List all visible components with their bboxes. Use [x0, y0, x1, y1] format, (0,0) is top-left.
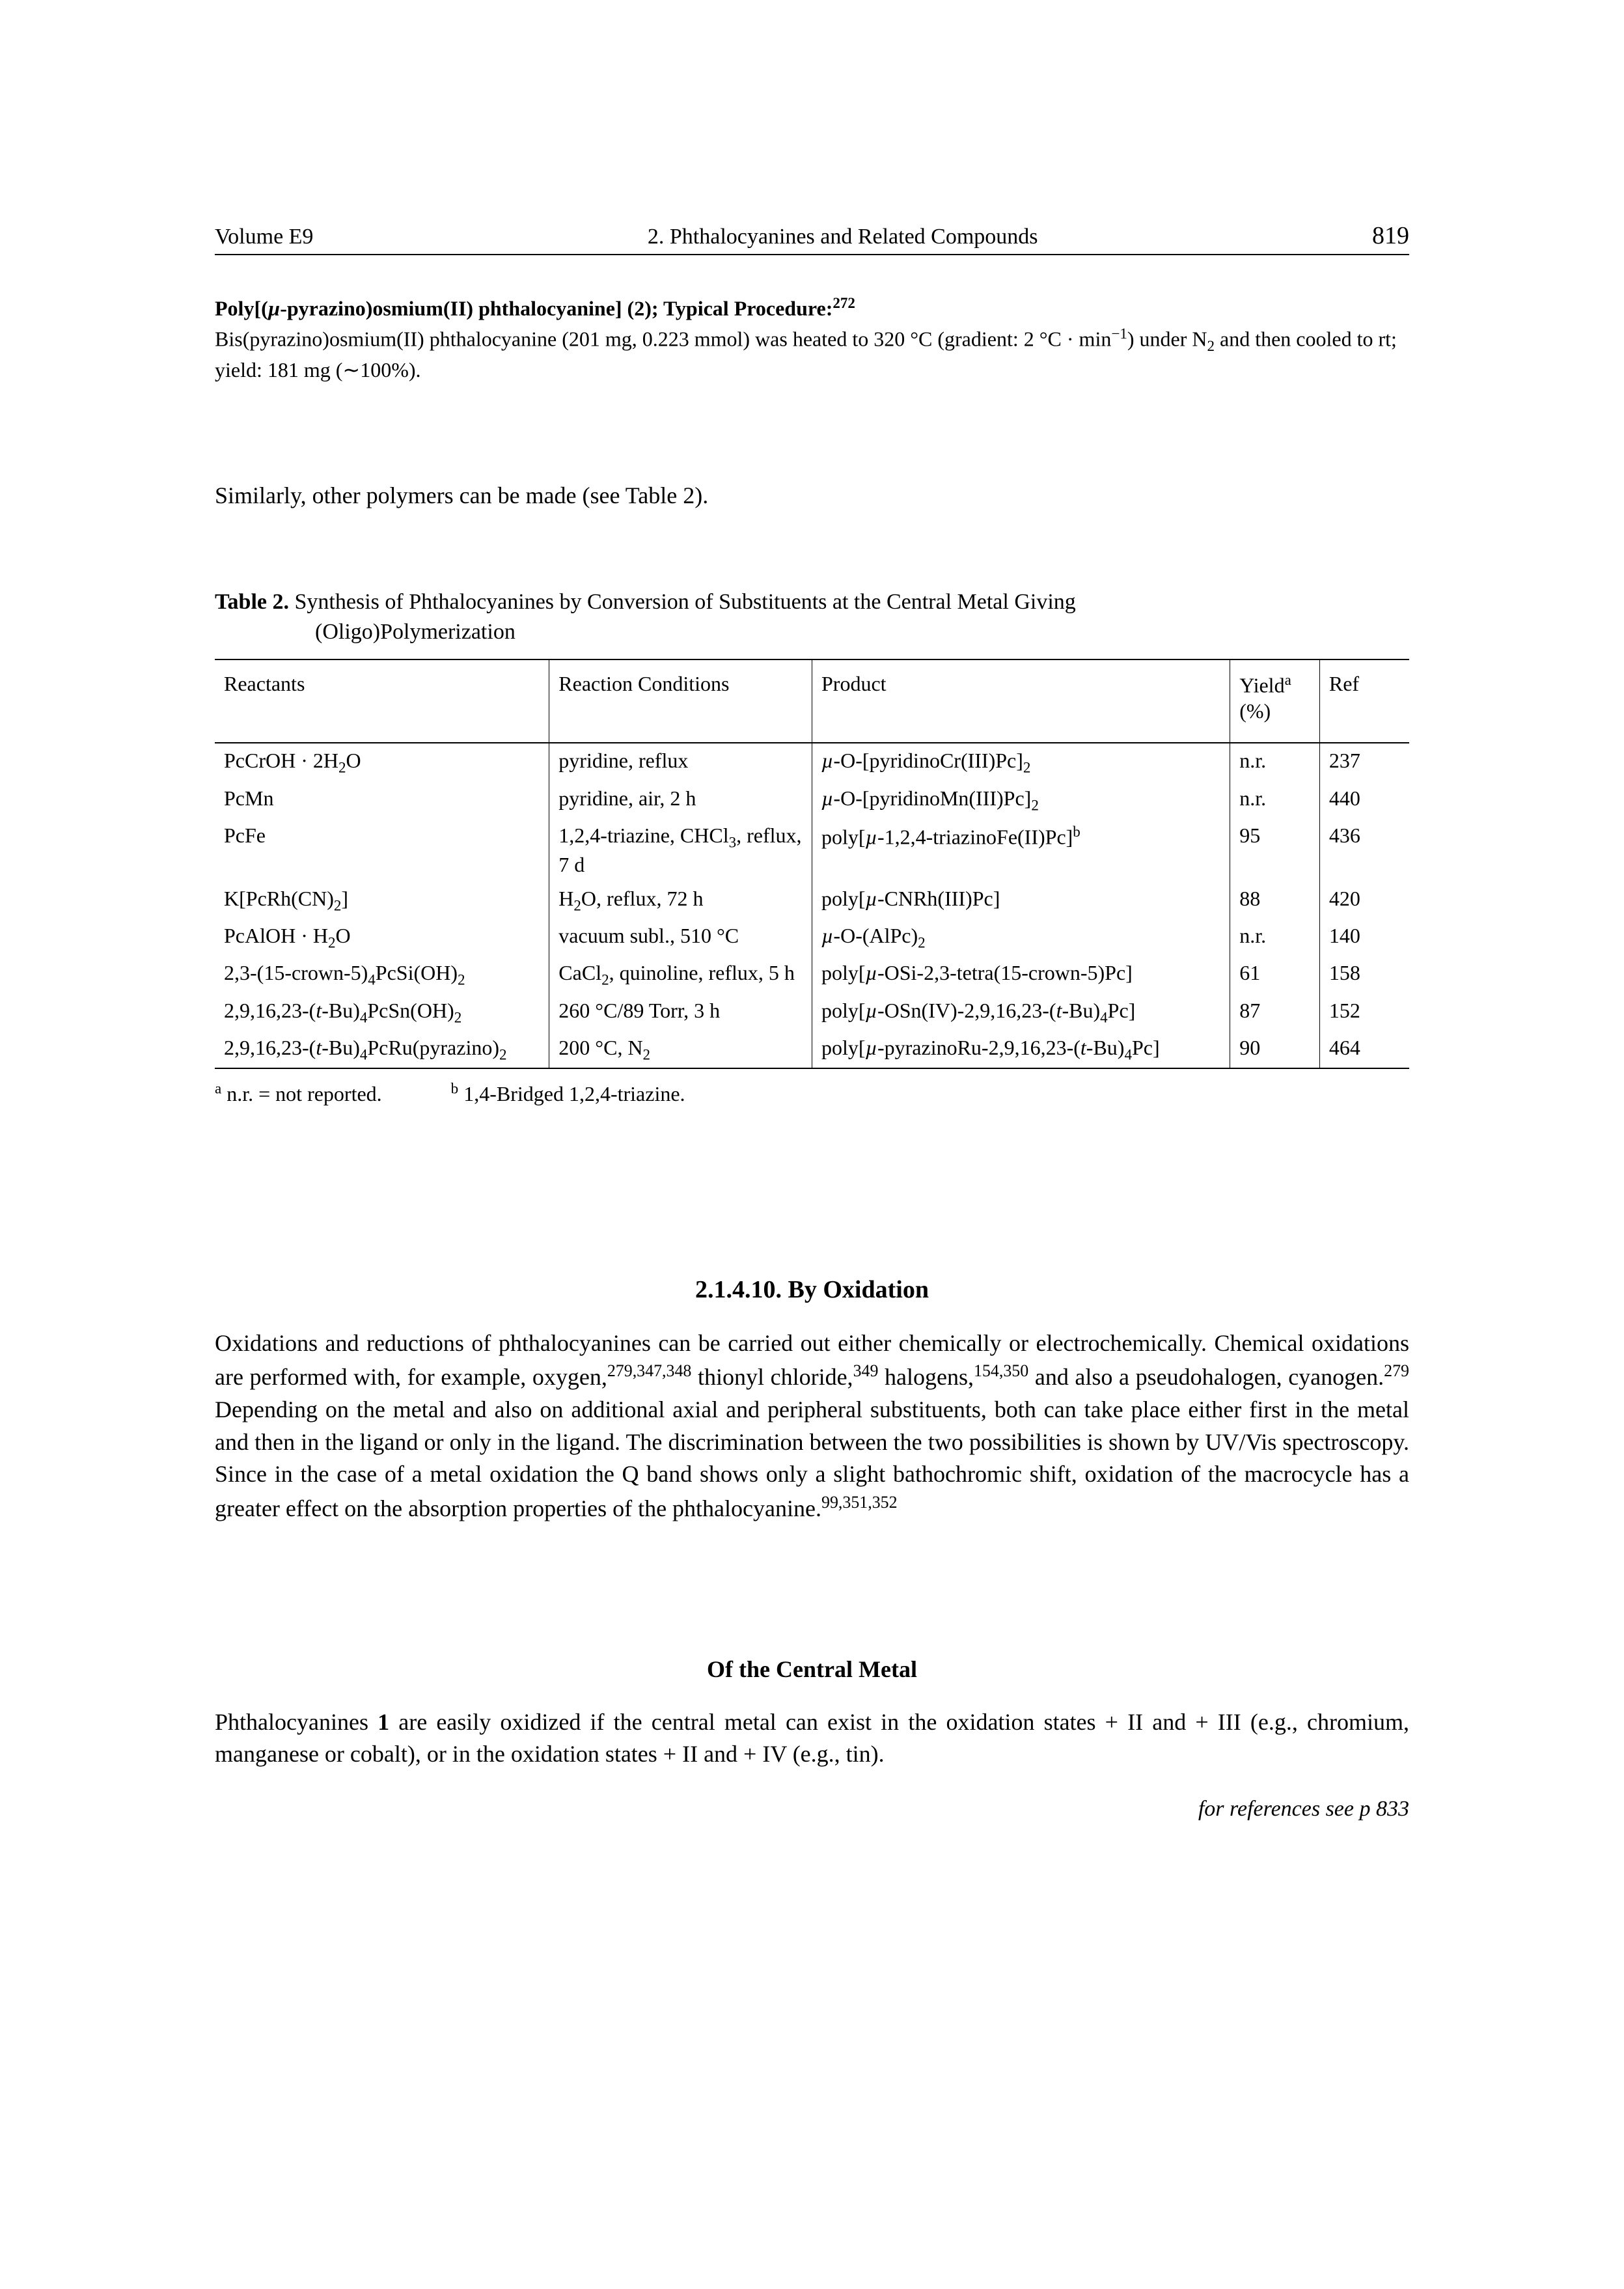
cell-reactants: 2,9,16,23-(t-Bu)4PcSn(OH)2 [215, 993, 549, 1031]
cell-conditions: 260 °C/89 Torr, 3 h [549, 993, 812, 1031]
cell-product: µ-O-[pyridinoMn(III)Pc]2 [812, 781, 1230, 818]
cell-yield: n.r. [1230, 919, 1320, 956]
cell-reactants: 2,9,16,23-(t-Bu)4PcRu(pyrazino)2 [215, 1031, 549, 1068]
cell-conditions: CaCl2, quinoline, reflux, 5 h [549, 956, 812, 993]
cell-ref: 440 [1319, 781, 1409, 818]
table-caption: Table 2. Synthesis of Phthalocyanines by… [215, 587, 1409, 647]
cell-product: µ-O-(AlPc)2 [812, 919, 1230, 956]
cell-reactants: PcMn [215, 781, 549, 818]
table-row: 2,3-(15-crown-5)4PcSi(OH)2CaCl2, quinoli… [215, 956, 1409, 993]
cell-yield: n.r. [1230, 781, 1320, 818]
footnote-a: a n.r. = not reported. [215, 1082, 382, 1105]
table-body: PcCrOH · 2H2Opyridine, refluxµ-O-[pyridi… [215, 743, 1409, 1068]
table-row: PcCrOH · 2H2Opyridine, refluxµ-O-[pyridi… [215, 743, 1409, 781]
table-row: 2,9,16,23-(t-Bu)4PcRu(pyrazino)2200 °C, … [215, 1031, 1409, 1068]
cell-reactants: K[PcRh(CN)2] [215, 881, 549, 919]
table-footnotes: a n.r. = not reported. b 1,4-Bridged 1,2… [215, 1079, 1409, 1106]
cell-conditions: 200 °C, N2 [549, 1031, 812, 1068]
section-paragraph: Oxidations and reductions of phthalocyan… [215, 1327, 1409, 1525]
cell-conditions: pyridine, reflux [549, 743, 812, 781]
table-row: PcMnpyridine, air, 2 hµ-O-[pyridinoMn(II… [215, 781, 1409, 818]
footnote-b: b 1,4-Bridged 1,2,4-triazine. [451, 1082, 685, 1105]
procedure-title: Poly[(µ-pyrazino)osmium(II) phthalocyani… [215, 294, 1409, 321]
cell-yield: n.r. [1230, 743, 1320, 781]
cell-yield: 95 [1230, 818, 1320, 881]
cell-conditions: vacuum subl., 510 °C [549, 919, 812, 956]
synthesis-table: Reactants Reaction Conditions Product Yi… [215, 659, 1409, 1069]
section-heading: 2.1.4.10. By Oxidation [215, 1275, 1409, 1304]
cell-conditions: H2O, reflux, 72 h [549, 881, 812, 919]
subsection-paragraph: Phthalocyanines 1 are easily oxidized if… [215, 1706, 1409, 1771]
header-chapter: 2. Phthalocyanines and Related Compounds [313, 225, 1372, 249]
cell-ref: 140 [1319, 919, 1409, 956]
table-header-row: Reactants Reaction Conditions Product Yi… [215, 659, 1409, 743]
table-caption-line2: (Oligo)Polymerization [215, 617, 1409, 647]
cell-product: poly[µ-pyrazinoRu-2,9,16,23-(t-Bu)4Pc] [812, 1031, 1230, 1068]
page-header: Volume E9 2. Phthalocyanines and Related… [215, 221, 1409, 255]
table-row: PcFe1,2,4-triazine, CHCl3, reflux, 7 dpo… [215, 818, 1409, 881]
cell-conditions: pyridine, air, 2 h [549, 781, 812, 818]
cell-product: poly[µ-1,2,4-triazinoFe(II)Pc]b [812, 818, 1230, 881]
cell-product: poly[µ-OSn(IV)-2,9,16,23-(t-Bu)4Pc] [812, 993, 1230, 1031]
table-row: PcAlOH · H2Ovacuum subl., 510 °Cµ-O-(AlP… [215, 919, 1409, 956]
th-yield: Yielda (%) [1230, 659, 1320, 743]
cell-product: poly[µ-CNRh(III)Pc] [812, 881, 1230, 919]
table-caption-line1: Synthesis of Phthalocyanines by Conversi… [295, 590, 1076, 614]
th-ref: Ref [1319, 659, 1409, 743]
cell-ref: 237 [1319, 743, 1409, 781]
table-label: Table 2. [215, 590, 289, 614]
cell-ref: 152 [1319, 993, 1409, 1031]
cell-reactants: 2,3-(15-crown-5)4PcSi(OH)2 [215, 956, 549, 993]
procedure-body: Bis(pyrazino)osmium(II) phthalocyanine (… [215, 324, 1409, 384]
th-product: Product [812, 659, 1230, 743]
cell-conditions: 1,2,4-triazine, CHCl3, reflux, 7 d [549, 818, 812, 881]
th-reactants: Reactants [215, 659, 549, 743]
cell-product: poly[µ-OSi-2,3-tetra(15-crown-5)Pc] [812, 956, 1230, 993]
table-row: K[PcRh(CN)2]H2O, reflux, 72 hpoly[µ-CNRh… [215, 881, 1409, 919]
similarly-line: Similarly, other polymers can be made (s… [215, 482, 1409, 509]
cell-yield: 88 [1230, 881, 1320, 919]
cell-ref: 436 [1319, 818, 1409, 881]
page: Volume E9 2. Phthalocyanines and Related… [0, 0, 1624, 2289]
cell-ref: 464 [1319, 1031, 1409, 1068]
cell-ref: 420 [1319, 881, 1409, 919]
cell-yield: 90 [1230, 1031, 1320, 1068]
header-page-number: 819 [1372, 221, 1409, 250]
cell-reactants: PcFe [215, 818, 549, 881]
cell-yield: 87 [1230, 993, 1320, 1031]
cell-reactants: PcCrOH · 2H2O [215, 743, 549, 781]
th-conditions: Reaction Conditions [549, 659, 812, 743]
cell-ref: 158 [1319, 956, 1409, 993]
table-row: 2,9,16,23-(t-Bu)4PcSn(OH)2260 °C/89 Torr… [215, 993, 1409, 1031]
subsection-heading: Of the Central Metal [215, 1656, 1409, 1683]
header-volume: Volume E9 [215, 225, 313, 249]
references-note: for references see p 833 [215, 1797, 1409, 1822]
cell-product: µ-O-[pyridinoCr(III)Pc]2 [812, 743, 1230, 781]
cell-yield: 61 [1230, 956, 1320, 993]
cell-reactants: PcAlOH · H2O [215, 919, 549, 956]
